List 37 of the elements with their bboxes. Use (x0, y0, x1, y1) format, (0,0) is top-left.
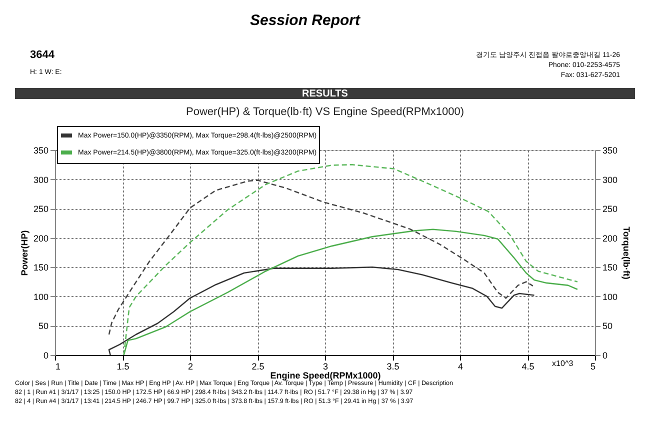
y-tick-label: 100 (33, 292, 48, 302)
y-tick-label: 50 (38, 321, 48, 332)
y2-tick-label: 0 (602, 350, 608, 360)
y2-tick-label: 50 (602, 321, 613, 332)
y2-tick-label: 350 (602, 146, 618, 156)
x-tick-label: 3.5 (386, 362, 400, 372)
text: 3644 (30, 49, 56, 61)
y2-tick-label: 200 (602, 233, 618, 244)
x-tick-label: 1.5 (116, 362, 130, 372)
line-series (123, 228, 578, 356)
text: x10^3 (552, 359, 574, 368)
y-tick-label: 250 (33, 204, 48, 214)
chart-subtitle: RESULTS (302, 88, 348, 100)
y2-tick-label: 300 (602, 174, 618, 185)
x-tick-label: 4 (458, 362, 464, 372)
x-tick-label: 1 (56, 362, 61, 372)
y2-tick-label: 250 (602, 204, 618, 214)
x-axis-title: Engine Speed(RPMx1000) (270, 370, 381, 380)
line-series (108, 180, 534, 336)
y-tick-label: 350 (33, 146, 48, 156)
chart-title: Power(HP) & Torque(lb·ft) VS Engine Speed(RPMx1000) (186, 106, 464, 118)
line-series (123, 164, 578, 356)
y2-tick-label: 150 (602, 262, 618, 273)
y-tick-label: 150 (33, 262, 48, 273)
y-tick-label: 0 (43, 350, 48, 360)
x-tick-label: 2.5 (252, 362, 264, 372)
x-tick-label: 4.5 (522, 362, 534, 372)
x-tick-label: 3 (322, 362, 328, 372)
y-tick-label: 200 (33, 233, 48, 244)
line-series (108, 266, 535, 356)
y-axis-title: Power(HP) (19, 230, 30, 276)
x-tick-label: 5 (590, 362, 596, 372)
x-tick-label: 2 (188, 362, 194, 372)
y2-tick-label: 100 (602, 292, 618, 302)
y-tick-label: 300 (33, 174, 48, 185)
y2-axis-title: Torque(lb·ft) (622, 226, 632, 280)
text: Session Report (250, 12, 362, 29)
